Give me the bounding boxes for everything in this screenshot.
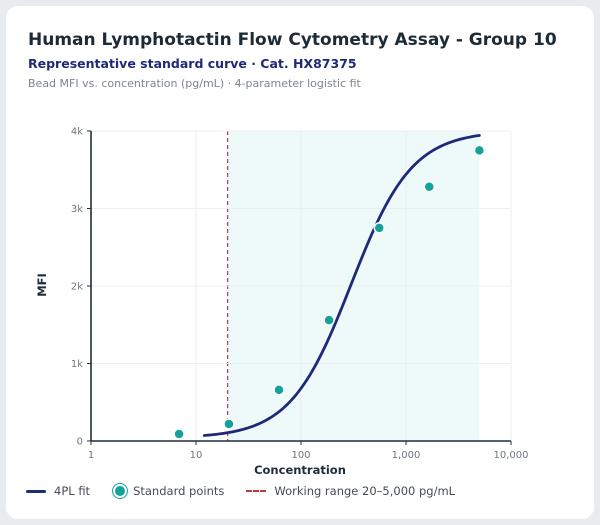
y-tick-label: 1k bbox=[71, 359, 83, 370]
standard-point bbox=[473, 144, 486, 157]
y-tick-label: 2k bbox=[71, 282, 83, 293]
legend-item-fit: 4PL fit bbox=[26, 484, 90, 498]
x-axis-label: Concentration bbox=[254, 463, 346, 477]
legend-item-points: Standard points bbox=[112, 484, 224, 498]
legend-label-fit: 4PL fit bbox=[54, 484, 91, 498]
standard-point bbox=[423, 181, 436, 193]
x-tick-label: 10,000 bbox=[494, 450, 529, 461]
fit-curve bbox=[202, 134, 481, 437]
standard-point bbox=[223, 418, 235, 430]
chart-subtitle: Representative standard curve · Cat. HX8… bbox=[28, 56, 357, 71]
standard-point bbox=[373, 222, 385, 234]
y-tick-label: 4k bbox=[71, 127, 83, 138]
legend-dot-swatch bbox=[115, 486, 126, 496]
tick-labels: 1 10 100 1,000 10,000 0 1k 2k 3k 4k bbox=[71, 127, 529, 462]
legend-line-swatch bbox=[26, 489, 46, 493]
standard-points bbox=[173, 144, 486, 440]
axes bbox=[87, 130, 512, 445]
x-tick-label: 100 bbox=[291, 450, 310, 461]
legend-dash-swatch bbox=[246, 490, 267, 492]
chart-title: Human Lymphotactin Flow Cytometry Assay … bbox=[28, 30, 557, 50]
standard-point bbox=[323, 314, 335, 326]
x-tick-label: 1 bbox=[88, 450, 94, 461]
chart-note: Bead MFI vs. concentration (pg/mL) · 4-p… bbox=[28, 77, 361, 90]
x-tick-label: 1,000 bbox=[392, 450, 421, 461]
fit-curve-group bbox=[202, 134, 481, 437]
legend-item-range: Working range 20–5,000 pg/mL bbox=[246, 484, 455, 498]
y-axis-label: MFI bbox=[35, 273, 49, 297]
legend: 4PL fit Standard points Working range 20… bbox=[26, 484, 477, 498]
y-tick-label: 3k bbox=[71, 204, 83, 215]
standard-point bbox=[273, 384, 285, 396]
legend-label-points: Standard points bbox=[133, 484, 225, 498]
legend-label-range: Working range 20–5,000 pg/mL bbox=[274, 484, 456, 498]
y-tick-label: 0 bbox=[77, 437, 83, 448]
x-tick-label: 10 bbox=[190, 450, 203, 461]
standard-point bbox=[173, 428, 185, 440]
